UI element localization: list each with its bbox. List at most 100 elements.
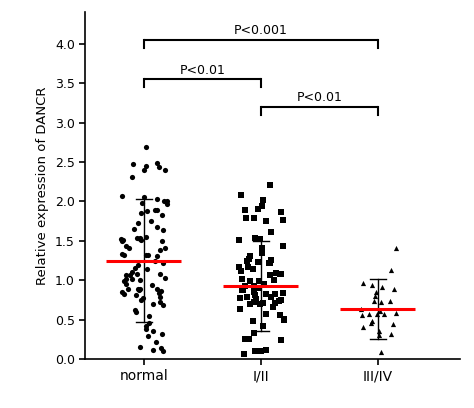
Point [277,337,285,343]
Point [245,255,253,262]
Point [135,286,142,293]
Point [360,279,367,286]
Point [368,282,375,288]
Point [251,330,258,336]
Point [162,167,169,174]
Point [237,295,244,302]
Point [279,242,287,249]
Point [129,161,137,168]
Point [146,313,153,319]
Point [142,252,149,258]
Point [140,166,148,173]
Point [135,220,142,226]
Point [389,321,396,328]
Point [124,286,132,293]
Point [263,218,270,224]
Point [123,272,130,278]
Point [150,347,157,354]
Point [237,268,244,274]
Point [137,237,145,244]
Point [392,310,400,316]
Point [250,318,257,324]
Point [122,281,130,288]
Point [392,244,400,251]
Point [133,235,141,242]
Point [157,294,164,301]
Point [259,322,266,329]
Point [260,281,268,288]
Point [241,282,248,289]
Point [250,215,258,222]
Point [255,277,263,284]
Point [142,163,149,169]
Point [136,235,144,242]
Point [277,271,285,277]
Point [272,270,280,277]
Point [243,293,250,300]
Point [130,226,137,232]
Point [258,203,266,210]
Point [265,260,273,266]
Point [372,288,380,295]
Point [252,296,259,302]
Point [143,266,150,272]
Point [160,302,167,308]
Point [159,227,166,233]
Point [252,348,259,354]
Point [239,287,246,293]
Point [153,160,160,167]
Text: P<0.001: P<0.001 [234,24,288,38]
Point [240,351,247,357]
Point [371,293,379,299]
Point [280,316,288,322]
Point [158,331,166,337]
Point [276,312,284,319]
Point [155,290,163,296]
Point [131,307,138,313]
Point [358,312,366,318]
Point [236,237,243,243]
Point [269,304,276,310]
Point [136,286,144,292]
Point [252,234,259,241]
Point [238,287,246,293]
Point [160,259,167,266]
Point [238,275,246,282]
Point [277,208,284,215]
Point [144,207,151,214]
Point [246,301,253,308]
Point [133,271,141,277]
Point [156,271,164,278]
Point [118,289,126,296]
Point [137,210,145,217]
Point [145,319,152,326]
Point [258,249,265,256]
Point [120,251,128,258]
Point [137,276,144,283]
Point [235,264,243,271]
Point [147,217,155,224]
Point [357,306,365,312]
Point [136,235,144,242]
Point [160,198,168,204]
Point [267,257,274,264]
Point [132,309,140,315]
Point [266,260,274,266]
Point [237,191,245,198]
Point [387,266,394,273]
Point [267,294,275,301]
Point [128,268,136,275]
Point [258,245,266,251]
Point [254,206,262,213]
Point [137,344,144,350]
Point [250,282,257,289]
Point [117,236,124,243]
Point [256,301,264,307]
Point [152,207,159,213]
Point [369,317,376,324]
Point [236,306,244,313]
Point [132,292,140,298]
Point [359,324,367,330]
Point [367,320,374,326]
Point [244,257,251,264]
